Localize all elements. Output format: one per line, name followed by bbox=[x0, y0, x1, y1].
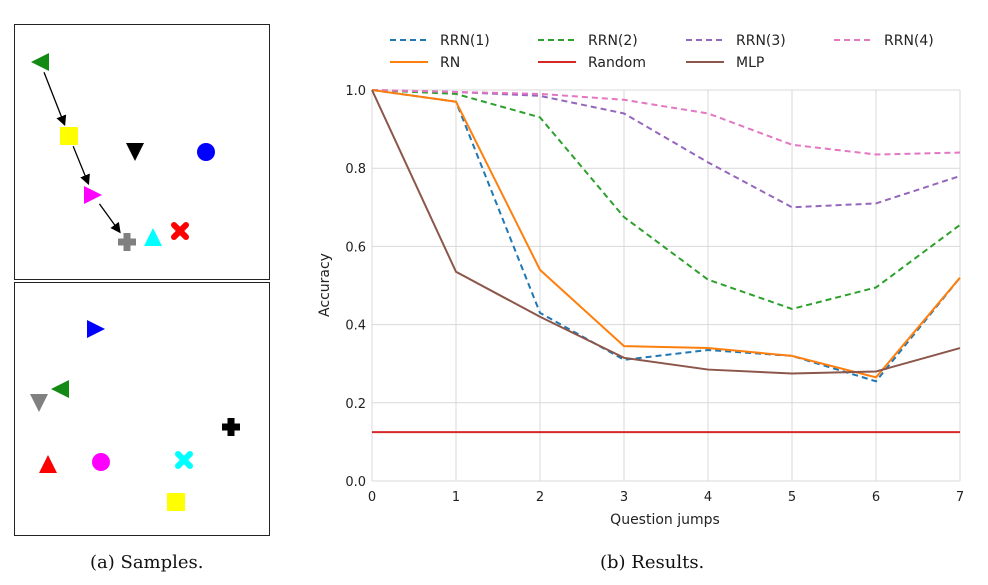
series-line-rrn-1 bbox=[371, 89, 961, 383]
y-tick-label: 0.8 bbox=[345, 162, 366, 177]
triangle-up-marker bbox=[39, 455, 57, 473]
y-axis-label: Accuracy bbox=[317, 253, 333, 317]
circle-marker bbox=[92, 453, 110, 471]
sample-panel-top bbox=[14, 24, 270, 280]
triangle-right-marker bbox=[84, 186, 102, 204]
triangle-down-marker bbox=[30, 394, 48, 412]
path-arrow bbox=[43, 72, 67, 127]
y-tick-label: 0.4 bbox=[345, 319, 366, 334]
sample-panel-bottom bbox=[14, 282, 270, 536]
triangle-down-marker bbox=[126, 143, 144, 161]
legend-label: RRN(2) bbox=[588, 33, 638, 49]
plus-marker bbox=[118, 233, 136, 251]
x-tick-label: 5 bbox=[788, 490, 796, 505]
series-line-rrn-3 bbox=[371, 89, 961, 209]
caption-results: (b) Results. bbox=[600, 552, 705, 573]
x-tick-label: 7 bbox=[956, 490, 964, 505]
y-tick-label: 0.2 bbox=[345, 397, 366, 412]
square-marker bbox=[167, 493, 185, 511]
y-tick-label: 0.6 bbox=[345, 240, 366, 255]
cross-x-marker bbox=[171, 222, 189, 240]
legend-label: RRN(3) bbox=[736, 33, 786, 49]
legend-label: MLP bbox=[736, 55, 764, 71]
path-arrow bbox=[98, 203, 121, 234]
x-tick-label: 3 bbox=[620, 490, 628, 505]
series-line-rrn-4 bbox=[371, 89, 961, 156]
plus-marker bbox=[222, 418, 240, 436]
triangle-left-marker bbox=[31, 53, 49, 71]
square-marker bbox=[60, 127, 78, 145]
series-line-mlp bbox=[371, 89, 961, 375]
path-arrow bbox=[72, 145, 90, 186]
x-tick-label: 2 bbox=[536, 490, 544, 505]
legend-label: RRN(4) bbox=[884, 33, 934, 49]
x-tick-label: 6 bbox=[872, 490, 880, 505]
x-tick-label: 0 bbox=[368, 490, 376, 505]
legend-label: RRN(1) bbox=[440, 33, 490, 49]
caption-samples: (a) Samples. bbox=[90, 552, 204, 573]
x-tick-label: 1 bbox=[452, 490, 460, 505]
legend-label: Random bbox=[588, 55, 646, 71]
cross-x-marker bbox=[175, 451, 193, 469]
y-tick-label: 0.0 bbox=[345, 475, 366, 490]
x-tick-label: 4 bbox=[704, 490, 712, 505]
series-line-rn bbox=[371, 89, 961, 379]
legend-label: RN bbox=[440, 55, 460, 71]
x-axis-label: Question jumps bbox=[610, 512, 720, 528]
y-tick-label: 1.0 bbox=[345, 84, 366, 99]
circle-marker bbox=[197, 143, 215, 161]
triangle-left-marker bbox=[51, 380, 69, 398]
series-line-rrn-2 bbox=[371, 89, 961, 311]
triangle-up-marker bbox=[144, 228, 162, 246]
triangle-right-marker bbox=[87, 320, 105, 338]
